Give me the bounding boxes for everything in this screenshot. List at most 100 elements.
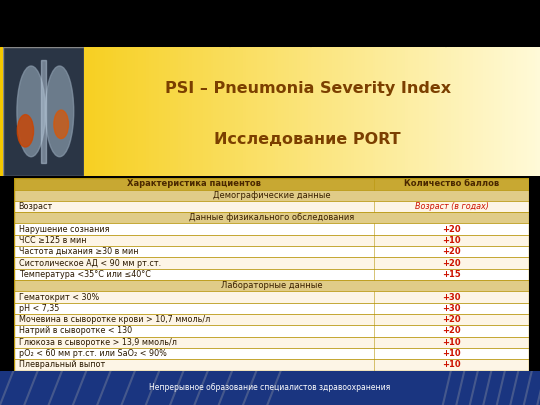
Bar bbox=[392, 47, 394, 176]
Bar bbox=[321, 47, 324, 176]
Text: +20: +20 bbox=[443, 315, 461, 324]
Bar bbox=[443, 47, 445, 176]
Bar bbox=[208, 47, 211, 176]
Bar bbox=[243, 47, 246, 176]
Bar bbox=[65, 47, 68, 176]
Bar bbox=[454, 47, 456, 176]
Text: Количество баллов: Количество баллов bbox=[404, 179, 500, 188]
Bar bbox=[394, 47, 397, 176]
Bar bbox=[340, 47, 343, 176]
Bar bbox=[176, 47, 178, 176]
Bar bbox=[383, 47, 386, 176]
Bar bbox=[105, 47, 108, 176]
Bar bbox=[46, 47, 49, 176]
Bar bbox=[111, 47, 113, 176]
Bar bbox=[402, 47, 405, 176]
Text: Систолическое АД < 90 мм рт.ст.: Систолическое АД < 90 мм рт.ст. bbox=[19, 258, 161, 268]
Bar bbox=[273, 47, 275, 176]
Bar bbox=[238, 47, 240, 176]
Bar bbox=[14, 280, 529, 291]
Bar bbox=[440, 47, 443, 176]
Bar bbox=[251, 47, 254, 176]
Bar bbox=[186, 47, 189, 176]
Bar bbox=[119, 47, 122, 176]
Bar bbox=[470, 47, 472, 176]
Bar bbox=[135, 47, 138, 176]
Bar bbox=[367, 47, 370, 176]
Text: +10: +10 bbox=[443, 236, 461, 245]
Bar bbox=[400, 47, 402, 176]
Bar bbox=[159, 47, 162, 176]
Bar bbox=[116, 47, 119, 176]
Bar bbox=[537, 47, 540, 176]
Bar bbox=[494, 47, 497, 176]
Bar bbox=[181, 47, 184, 176]
Bar bbox=[14, 359, 529, 371]
Bar bbox=[51, 47, 54, 176]
Bar bbox=[532, 47, 535, 176]
Text: Характеристика пациентов: Характеристика пациентов bbox=[127, 179, 261, 188]
Bar bbox=[35, 47, 38, 176]
Bar bbox=[481, 47, 483, 176]
Bar bbox=[3, 47, 5, 176]
Bar bbox=[202, 47, 205, 176]
Bar bbox=[246, 47, 248, 176]
Bar bbox=[14, 178, 529, 190]
Bar bbox=[459, 47, 462, 176]
Bar bbox=[464, 47, 467, 176]
Bar bbox=[427, 47, 429, 176]
Text: +20: +20 bbox=[443, 258, 461, 268]
Text: Плевральный выпот: Плевральный выпот bbox=[19, 360, 105, 369]
Bar bbox=[308, 47, 310, 176]
Bar bbox=[378, 47, 381, 176]
Bar bbox=[103, 47, 105, 176]
Bar bbox=[230, 47, 232, 176]
Bar bbox=[143, 47, 146, 176]
Bar bbox=[173, 47, 176, 176]
Bar bbox=[524, 47, 526, 176]
Bar bbox=[213, 47, 216, 176]
Text: +10: +10 bbox=[443, 338, 461, 347]
Bar bbox=[227, 47, 229, 176]
Bar bbox=[89, 47, 92, 176]
Bar bbox=[94, 47, 97, 176]
Bar bbox=[364, 47, 367, 176]
Bar bbox=[319, 47, 321, 176]
Bar bbox=[219, 47, 221, 176]
Bar bbox=[256, 47, 259, 176]
Bar bbox=[254, 47, 256, 176]
Bar bbox=[194, 47, 197, 176]
Bar bbox=[343, 47, 346, 176]
Ellipse shape bbox=[45, 66, 74, 157]
Bar bbox=[486, 47, 489, 176]
Bar bbox=[100, 47, 103, 176]
Bar bbox=[327, 47, 329, 176]
Bar bbox=[483, 47, 486, 176]
Bar bbox=[162, 47, 165, 176]
Bar bbox=[356, 47, 359, 176]
Bar bbox=[502, 47, 505, 176]
Bar bbox=[424, 47, 427, 176]
Bar bbox=[170, 47, 173, 176]
Bar bbox=[397, 47, 400, 176]
Bar bbox=[30, 47, 32, 176]
Bar bbox=[316, 47, 319, 176]
Text: Возраст: Возраст bbox=[19, 202, 53, 211]
Bar bbox=[437, 47, 440, 176]
Bar bbox=[294, 47, 297, 176]
Bar bbox=[505, 47, 508, 176]
Bar bbox=[508, 47, 510, 176]
Text: pO₂ < 60 мм рт.ст. или SaO₂ < 90%: pO₂ < 60 мм рт.ст. или SaO₂ < 90% bbox=[19, 349, 166, 358]
Bar bbox=[73, 47, 76, 176]
Bar bbox=[275, 47, 278, 176]
Bar bbox=[211, 47, 213, 176]
Bar bbox=[216, 47, 219, 176]
Bar bbox=[14, 291, 529, 303]
Bar bbox=[127, 47, 130, 176]
Bar bbox=[81, 47, 84, 176]
Bar bbox=[429, 47, 432, 176]
Bar bbox=[86, 47, 89, 176]
Bar bbox=[451, 47, 454, 176]
Bar bbox=[16, 47, 19, 176]
Bar bbox=[354, 47, 356, 176]
